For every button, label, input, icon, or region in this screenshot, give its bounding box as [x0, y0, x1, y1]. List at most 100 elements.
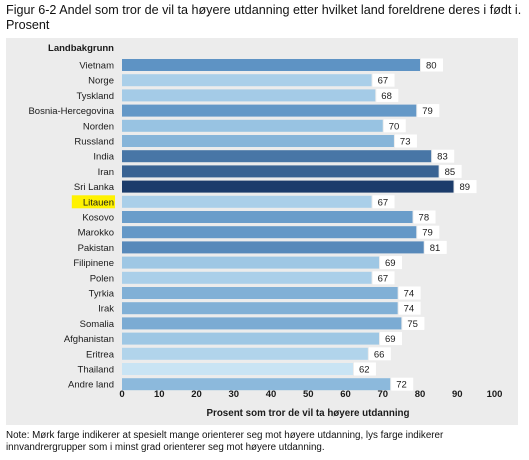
data-label-background: [380, 332, 403, 346]
data-label: 66: [374, 349, 385, 360]
data-label: 69: [385, 258, 396, 269]
data-label-background: [383, 119, 406, 133]
data-label-background: [439, 164, 462, 178]
x-tick-label: 30: [228, 389, 239, 400]
data-label-background: [432, 149, 455, 163]
data-label: 83: [437, 152, 448, 163]
data-label: 67: [378, 273, 389, 284]
data-label: 73: [400, 137, 411, 148]
x-tick-label: 60: [340, 389, 351, 400]
x-axis-title: Prosent som tror de vil ta høyere utdann…: [206, 408, 409, 419]
data-label: 67: [378, 197, 389, 208]
data-label: 62: [359, 365, 370, 376]
data-label-background: [398, 286, 421, 300]
category-label: Irak: [98, 304, 114, 315]
bar: [122, 180, 454, 193]
data-label-background: [391, 377, 414, 391]
data-label-background: [368, 347, 391, 361]
category-axis-title: Landbakgrunn: [48, 43, 114, 54]
category-label: Norge: [88, 76, 114, 87]
category-highlight: [71, 195, 115, 209]
category-label: Pakistan: [78, 243, 114, 254]
category-label: India: [93, 152, 114, 163]
data-label: 67: [378, 76, 389, 87]
data-label-background: [454, 180, 477, 194]
bar: [122, 256, 380, 269]
data-label-background: [413, 210, 436, 224]
data-label: 79: [422, 228, 433, 239]
data-label: 68: [381, 91, 392, 102]
data-label: 69: [385, 334, 396, 345]
bar: [122, 287, 398, 299]
category-label: Thailand: [78, 365, 114, 376]
data-label: 75: [407, 319, 418, 330]
category-label: Russland: [74, 137, 114, 148]
category-label: Filipinene: [73, 258, 114, 269]
bar: [122, 363, 353, 375]
bar: [122, 150, 432, 163]
category-label: Tyrkia: [89, 289, 115, 300]
data-label-background: [372, 271, 395, 285]
bar: [122, 226, 417, 239]
bar: [122, 317, 402, 330]
bar: [122, 59, 420, 71]
data-label-background: [398, 301, 421, 315]
data-label: 70: [389, 121, 400, 132]
category-label: Tyskland: [77, 91, 115, 102]
bar: [122, 104, 417, 117]
bar: [122, 241, 424, 254]
category-label: Polen: [90, 273, 114, 284]
bar: [122, 165, 439, 178]
bar: [122, 195, 372, 208]
x-tick-label: 0: [119, 389, 124, 400]
category-label: Iran: [98, 167, 114, 178]
x-tick-label: 40: [266, 389, 277, 400]
data-label: 72: [396, 380, 407, 391]
data-label: 80: [426, 61, 437, 72]
category-label: Sri Lanka: [74, 182, 115, 193]
x-tick-label: 70: [377, 389, 388, 400]
x-tick-label: 90: [452, 389, 463, 400]
data-label-background: [394, 134, 417, 148]
x-tick-label: 80: [415, 389, 426, 400]
data-label: 78: [419, 213, 430, 224]
category-label: Somalia: [80, 319, 115, 330]
category-label: Bosnia-Hercegovina: [28, 106, 114, 117]
category-label: Norden: [83, 121, 114, 132]
data-label-background: [353, 362, 376, 376]
chart-area: Landbakgrunn Vietnam 80 Norge 67 Tyskland 68 Bo…: [6, 38, 518, 425]
bar: [122, 271, 372, 284]
data-label-background: [417, 225, 440, 239]
data-label: 85: [445, 167, 456, 178]
data-label-background: [402, 316, 425, 330]
figure-note: Note: Mørk farge indikerer at spesielt m…: [6, 430, 444, 453]
category-label: Vietnam: [79, 61, 114, 72]
data-label: 74: [404, 289, 415, 300]
x-tick-label: 100: [487, 389, 503, 400]
category-label: Litauen: [83, 197, 114, 208]
data-label-background: [421, 58, 443, 72]
bar: [122, 74, 372, 87]
bar: [122, 211, 413, 223]
category-label: Eritrea: [86, 349, 115, 360]
category-label: Andre land: [68, 380, 114, 391]
data-label: 89: [460, 182, 471, 193]
x-tick-label: 50: [303, 389, 314, 400]
x-tick-label: 20: [191, 389, 202, 400]
bar: [122, 332, 380, 345]
category-label: Afghanistan: [64, 334, 114, 345]
data-label-background: [417, 104, 440, 118]
data-label: 81: [430, 243, 441, 254]
bar: [122, 135, 394, 147]
category-label: Kosovo: [82, 213, 114, 224]
bar: [122, 89, 376, 102]
data-label-background: [424, 240, 447, 254]
bar: [122, 347, 368, 360]
data-label: 79: [422, 106, 433, 117]
figure-title: Figur 6-2 Andel som tror de vil ta høyer…: [6, 3, 522, 32]
bar: [122, 378, 391, 391]
bar-chart: Landbakgrunn Vietnam 80 Norge 67 Tyskland 68 Bo…: [28, 43, 503, 419]
category-label: Marokko: [78, 228, 114, 239]
x-tick-label: 10: [154, 389, 165, 400]
data-label-background: [372, 195, 395, 209]
